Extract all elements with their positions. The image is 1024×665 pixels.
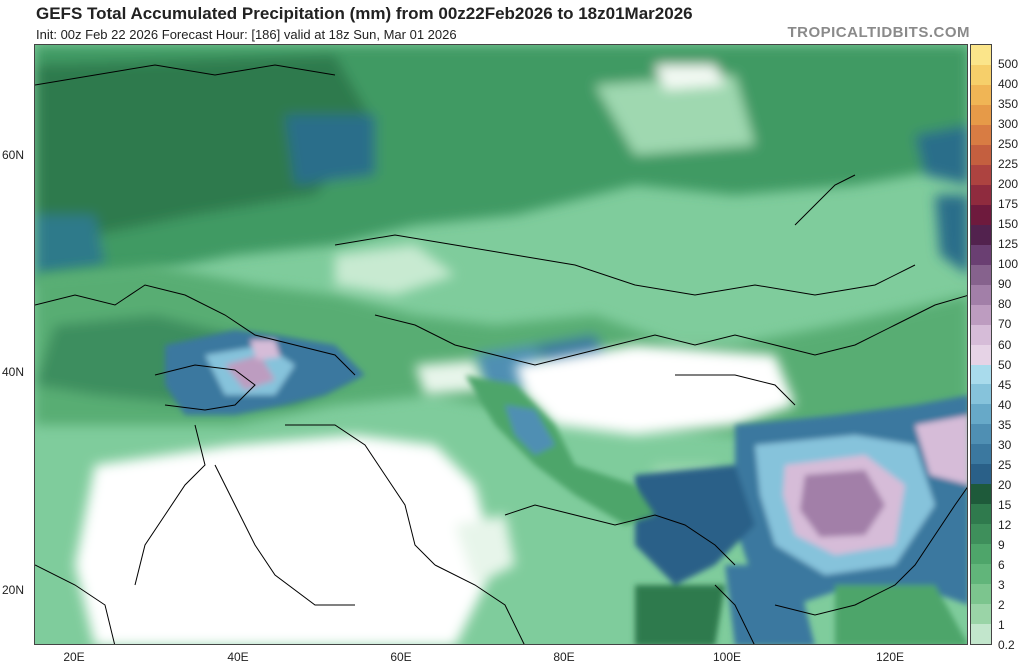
legend-label: 20 <box>998 477 1012 492</box>
legend-swatch <box>971 524 991 545</box>
legend-label: 400 <box>998 77 1019 92</box>
legend-label: 80 <box>998 297 1012 312</box>
legend-swatch <box>971 124 991 145</box>
legend-swatch <box>971 404 991 425</box>
legend-label: 0.2 <box>998 638 1015 652</box>
legend-swatch <box>971 584 991 605</box>
lon-label-20e: 20E <box>63 650 85 664</box>
legend-swatch <box>971 164 991 185</box>
lat-label-20n: 20N <box>2 583 25 597</box>
legend-label: 125 <box>998 237 1019 252</box>
lat-label-40n: 40N <box>2 365 25 379</box>
legend-swatch <box>971 84 991 105</box>
coastline-borders <box>35 64 967 644</box>
legend-label: 3 <box>998 577 1005 592</box>
legend-swatch <box>971 224 991 245</box>
legend-label: 2 <box>998 597 1005 612</box>
legend-swatch <box>971 304 991 325</box>
legend-label: 9 <box>998 537 1005 552</box>
legend-label: 50 <box>998 357 1012 372</box>
legend-label: 150 <box>998 217 1019 232</box>
legend-swatch <box>971 284 991 305</box>
legend-label: 300 <box>998 117 1019 132</box>
legend-label: 25 <box>998 457 1012 472</box>
legend-label: 6 <box>998 557 1005 572</box>
legend-label: 200 <box>998 177 1019 192</box>
legend-swatch <box>971 464 991 485</box>
legend-label: 30 <box>998 437 1012 452</box>
legend-label: 70 <box>998 317 1012 332</box>
legend-swatch <box>971 64 991 85</box>
legend-label: 350 <box>998 97 1019 112</box>
legend-label: 175 <box>998 197 1019 212</box>
legend-label: 45 <box>998 377 1012 392</box>
legend-swatch <box>971 424 991 445</box>
legend-label: 35 <box>998 417 1012 432</box>
precipitation-map <box>34 44 968 645</box>
legend-swatch <box>971 104 991 125</box>
legend-swatch <box>971 484 991 505</box>
legend-label: 250 <box>998 137 1019 152</box>
legend-swatch <box>971 344 991 365</box>
legend-swatch <box>971 444 991 465</box>
legend-label: 1 <box>998 617 1005 632</box>
color-scale-legend <box>970 44 992 645</box>
legend-swatch <box>971 324 991 345</box>
lat-label-60n: 60N <box>2 148 25 162</box>
legend-label: 60 <box>998 337 1012 352</box>
legend-swatch <box>971 264 991 285</box>
lon-label-120e: 120E <box>875 650 905 664</box>
lon-label-100e: 100E <box>712 650 742 664</box>
legend-label: 40 <box>998 397 1012 412</box>
map-title: GEFS Total Accumulated Precipitation (mm… <box>36 4 693 23</box>
legend-swatch <box>971 624 991 645</box>
legend-label: 500 <box>998 57 1019 72</box>
legend-swatch <box>971 244 991 265</box>
legend-swatch <box>971 204 991 225</box>
legend-label: 90 <box>998 277 1012 292</box>
legend-label: 225 <box>998 157 1019 172</box>
legend-label: 15 <box>998 497 1012 512</box>
lon-label-60e: 60E <box>390 650 412 664</box>
precip-field-south-china <box>635 395 967 644</box>
source-watermark: TROPICALTIDBITS.COM <box>787 24 970 41</box>
legend-label: 100 <box>998 257 1019 272</box>
legend-swatch <box>971 144 991 165</box>
legend-swatch <box>971 184 991 205</box>
map-subtitle: Init: 00z Feb 22 2026 Forecast Hour: [18… <box>36 27 457 42</box>
legend-swatch <box>971 544 991 565</box>
legend-swatch <box>971 384 991 405</box>
lon-label-40e: 40E <box>227 650 249 664</box>
legend-swatch <box>971 364 991 385</box>
precip-field-himalaya <box>465 375 655 525</box>
legend-swatch <box>971 564 991 585</box>
legend-label: 12 <box>998 517 1012 532</box>
legend-swatch <box>971 604 991 625</box>
lon-label-80e: 80E <box>553 650 575 664</box>
precip-field-north <box>35 45 967 285</box>
legend-swatch <box>971 45 991 65</box>
legend-swatch <box>971 504 991 525</box>
precip-field-caucasus <box>165 330 365 415</box>
